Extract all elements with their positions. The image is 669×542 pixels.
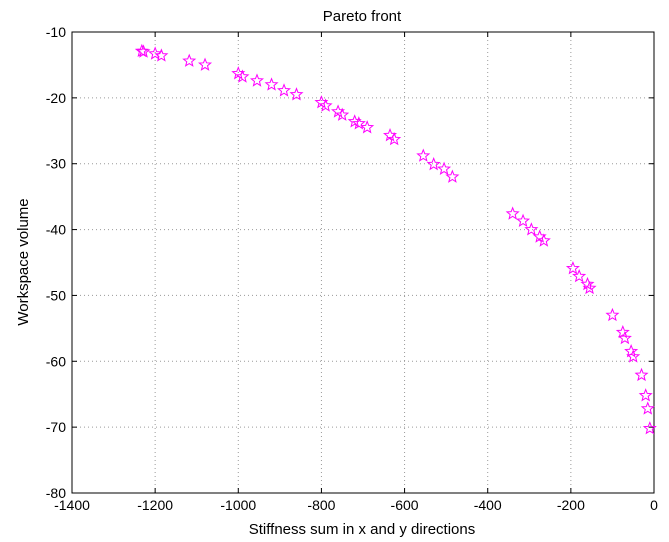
data-point-star bbox=[580, 276, 595, 291]
data-point-star bbox=[624, 344, 639, 358]
data-point-star bbox=[387, 131, 402, 146]
y-axis-label: Workspace volume bbox=[15, 198, 32, 325]
data-point-star bbox=[617, 330, 632, 345]
data-point-star bbox=[335, 107, 350, 121]
y-tick-label: -10 bbox=[46, 24, 66, 40]
data-point-star bbox=[634, 367, 649, 382]
data-point-star bbox=[572, 268, 587, 283]
data-point-star bbox=[134, 43, 149, 58]
data-point-star bbox=[516, 213, 531, 227]
data-point-star bbox=[360, 120, 375, 134]
data-point-star bbox=[638, 388, 653, 402]
data-point-star bbox=[351, 116, 366, 130]
data-point-star bbox=[277, 83, 292, 97]
grid bbox=[72, 32, 654, 493]
data-point-star bbox=[426, 157, 441, 171]
data-point-star bbox=[582, 280, 597, 295]
data-point-star bbox=[640, 401, 655, 415]
x-tick-label: -800 bbox=[307, 497, 335, 513]
data-point-star bbox=[565, 261, 580, 275]
y-tick-label: -30 bbox=[46, 156, 66, 172]
data-point-star bbox=[198, 57, 213, 71]
data-point-star bbox=[182, 53, 197, 67]
data-point-star bbox=[524, 222, 539, 236]
x-tick-label: -1000 bbox=[220, 497, 256, 513]
data-point-star bbox=[249, 73, 265, 87]
x-axis-label: Stiffness sum in x and y directions bbox=[249, 521, 476, 538]
y-tick-label: -70 bbox=[46, 419, 66, 435]
data-markers bbox=[134, 43, 657, 435]
x-tick-label: 0 bbox=[650, 497, 658, 513]
data-point-star bbox=[148, 46, 163, 60]
data-point-star bbox=[605, 307, 620, 322]
data-point-star bbox=[264, 77, 279, 91]
data-point-star bbox=[347, 114, 362, 128]
data-point-star bbox=[615, 324, 630, 339]
y-tick-label: -60 bbox=[46, 353, 66, 369]
data-point-star bbox=[505, 206, 520, 220]
chart-title: Pareto front bbox=[323, 8, 402, 25]
x-tick-label: -400 bbox=[474, 497, 502, 513]
data-point-star bbox=[289, 87, 304, 101]
x-tick-label: -200 bbox=[557, 497, 585, 513]
data-point-star bbox=[536, 233, 551, 247]
data-point-star bbox=[318, 98, 333, 112]
x-tick-label: -1200 bbox=[137, 497, 173, 513]
data-point-star bbox=[154, 48, 169, 62]
y-tick-label: -40 bbox=[46, 222, 66, 238]
data-point-star bbox=[642, 421, 657, 435]
data-point-star bbox=[136, 44, 151, 58]
axis-ticks: -1400 -1200 -1000 -800 -600 -400 -200 0 -80 -70 -6… bbox=[46, 24, 658, 513]
data-point-star bbox=[235, 69, 250, 83]
y-tick-label: -50 bbox=[46, 287, 66, 303]
y-tick-label: -20 bbox=[46, 90, 66, 106]
plot-area bbox=[71, 31, 655, 494]
data-point-star bbox=[626, 349, 641, 363]
data-point-star bbox=[437, 161, 452, 175]
y-tick-label: -80 bbox=[46, 485, 66, 501]
data-point-star bbox=[416, 148, 431, 162]
x-tick-label: -1400 bbox=[54, 497, 90, 513]
x-tick-label: -600 bbox=[391, 497, 419, 513]
data-point-star bbox=[445, 169, 460, 183]
